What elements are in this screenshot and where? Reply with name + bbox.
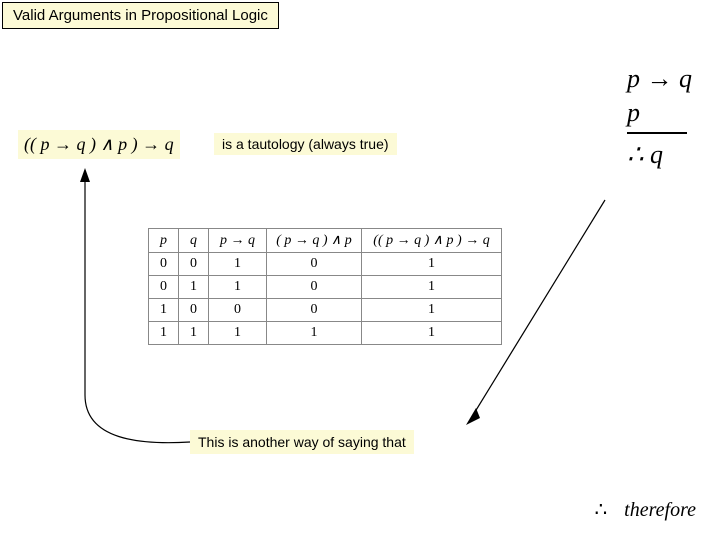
- table-header-row: p q p → q ( p → q ) ∧ p (( p → q ) ∧ p )…: [149, 229, 502, 253]
- formula-text: (( p → q ) ∧ p ) → q: [24, 134, 174, 154]
- col-header: ( p → q ) ∧ p: [267, 229, 362, 253]
- cell: 0: [149, 276, 179, 299]
- cell: 0: [267, 299, 362, 322]
- table-row: 1 1 1 1 1: [149, 322, 502, 345]
- cell: 1: [179, 276, 209, 299]
- caption: This is another way of saying that: [190, 430, 414, 454]
- premise-1: p → q: [627, 62, 692, 96]
- premise-2: p: [627, 96, 692, 130]
- cell: 0: [209, 299, 267, 322]
- col-header: q: [179, 229, 209, 253]
- truth-table: p q p → q ( p → q ) ∧ p (( p → q ) ∧ p )…: [148, 228, 502, 345]
- col-header: p: [149, 229, 179, 253]
- cell: 1: [209, 322, 267, 345]
- cell: 1: [209, 253, 267, 276]
- cell: 1: [179, 322, 209, 345]
- cell: 0: [179, 253, 209, 276]
- cell: 0: [149, 253, 179, 276]
- therefore-definition: ∴ therefore: [594, 497, 696, 522]
- caption-text: This is another way of saying that: [198, 434, 406, 450]
- table: p q p → q ( p → q ) ∧ p (( p → q ) ∧ p )…: [148, 228, 502, 345]
- therefore-word: therefore: [624, 499, 696, 521]
- tautology-formula: (( p → q ) ∧ p ) → q: [18, 130, 180, 159]
- cell: 0: [179, 299, 209, 322]
- tautology-label: is a tautology (always true): [214, 133, 397, 155]
- table-row: 1 0 0 0 1: [149, 299, 502, 322]
- arrowhead-icon: [466, 408, 480, 425]
- inference-rule-line: [627, 132, 687, 134]
- tautology-text: is a tautology (always true): [222, 136, 389, 152]
- cell: 1: [362, 276, 502, 299]
- cell: 1: [362, 299, 502, 322]
- slide-title: Valid Arguments in Propositional Logic: [2, 2, 279, 29]
- therefore-symbol: ∴: [594, 499, 619, 521]
- cell: 1: [267, 322, 362, 345]
- conclusion: ∴ q: [627, 138, 692, 172]
- cell: 0: [267, 276, 362, 299]
- col-header: p → q: [209, 229, 267, 253]
- cell: 1: [362, 253, 502, 276]
- cell: 1: [362, 322, 502, 345]
- table-row: 0 1 1 0 1: [149, 276, 502, 299]
- syllogism-block: p → q p ∴ q: [627, 62, 692, 172]
- cell: 1: [149, 322, 179, 345]
- title-text: Valid Arguments in Propositional Logic: [13, 7, 268, 24]
- arrowhead-icon: [80, 168, 90, 182]
- cell: 1: [209, 276, 267, 299]
- cell: 0: [267, 253, 362, 276]
- table-row: 0 0 1 0 1: [149, 253, 502, 276]
- cell: 1: [149, 299, 179, 322]
- col-header: (( p → q ) ∧ p ) → q: [362, 229, 502, 253]
- table-body: 0 0 1 0 1 0 1 1 0 1 1 0 0 0 1 1: [149, 253, 502, 345]
